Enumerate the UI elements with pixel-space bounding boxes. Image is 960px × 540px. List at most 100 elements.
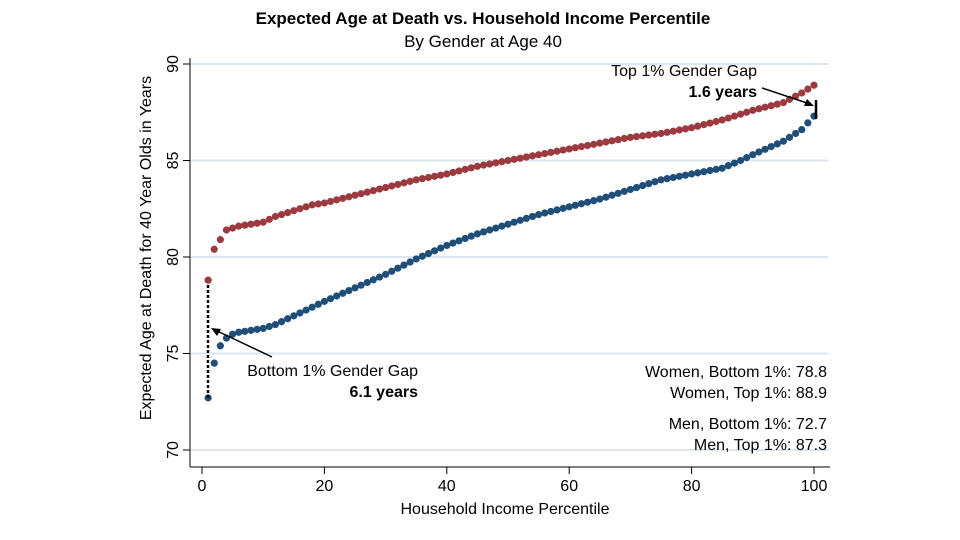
point-women [718,116,726,124]
point-men [345,286,353,295]
point-men [382,270,390,278]
point-men [773,140,781,148]
point-men [743,154,751,162]
point-women [449,168,457,177]
point-women [363,188,371,196]
point-women [418,175,426,183]
point-women [669,127,677,135]
x-tick-label: 60 [560,478,578,495]
y-tick-label: 70 [165,441,182,459]
point-women [326,197,335,206]
point-men [271,320,280,329]
point-women [424,173,433,182]
point-women [651,130,659,138]
x-tick-label: 100 [801,478,828,495]
point-men [712,165,720,173]
point-women [320,199,328,207]
point-women [559,146,567,154]
point-men [290,312,298,320]
point-women [779,99,788,107]
point-men [449,239,457,247]
point-men [681,171,690,179]
point-women [400,179,408,187]
point-women [620,134,628,143]
y-ticks: 70 75 80 85 90 [165,55,190,459]
point-women [724,114,732,122]
point-men [259,324,267,333]
bottom-gap-arrow [214,329,273,358]
point-men [553,206,561,214]
point-women [216,236,224,244]
point-men [443,241,451,250]
bottom-gap-label: Bottom 1% Gender Gap [247,363,418,380]
point-women [394,180,402,189]
point-women [596,139,604,147]
point-women [510,155,518,163]
point-women [602,138,610,146]
point-women [492,159,500,167]
point-women [461,165,469,173]
point-men [528,212,537,221]
point-women [712,117,720,126]
point-men [498,222,506,230]
top-gap-arrow [761,87,811,105]
point-women [351,191,359,199]
point-women [302,203,310,211]
x-tick-label: 40 [438,478,456,495]
point-men [724,162,732,170]
point-men [516,216,524,224]
point-women [486,160,494,168]
point-women [406,177,414,185]
point-women [810,81,818,89]
point-women [583,141,592,150]
point-women [382,183,390,192]
point-women [761,103,769,111]
point-men [730,159,739,167]
point-men [229,330,237,338]
point-women [694,122,702,130]
point-women [443,170,451,178]
point-women [541,149,549,158]
point-women [290,207,298,215]
point-women [639,132,647,140]
point-men [651,178,659,186]
point-men [706,166,714,175]
point-men [406,258,414,266]
point-men [608,191,616,199]
bottom-gap-arrowhead [211,328,221,336]
scatter-points [204,81,818,402]
point-women [333,196,341,204]
point-women [253,219,261,227]
point-women [577,143,586,151]
point-women [296,205,304,213]
x-tick-label: 0 [198,478,207,495]
point-men [645,180,653,188]
point-men [614,189,622,197]
point-women [608,137,616,145]
point-women [804,85,812,93]
point-women [222,226,231,234]
point-women [755,105,763,113]
stat-women-top: Women, Top 1%: 88.9 [670,385,827,402]
point-women [706,119,714,127]
point-women [308,201,316,209]
point-men [626,185,635,194]
x-tick-label: 20 [316,478,334,495]
point-men [333,292,341,300]
point-women [479,161,488,169]
point-men [412,255,420,263]
point-men [804,119,812,127]
point-men [467,232,475,240]
chart-subtitle: By Gender at Age 40 [404,32,562,51]
point-men [767,143,775,151]
point-men [369,276,377,284]
point-women [516,154,524,162]
x-ticks: 0 20 40 60 80 100 [198,467,828,495]
point-men [792,129,800,138]
point-women [504,156,512,165]
point-men [535,210,543,219]
point-men [583,198,592,206]
point-women [571,144,579,152]
point-women [590,140,598,148]
